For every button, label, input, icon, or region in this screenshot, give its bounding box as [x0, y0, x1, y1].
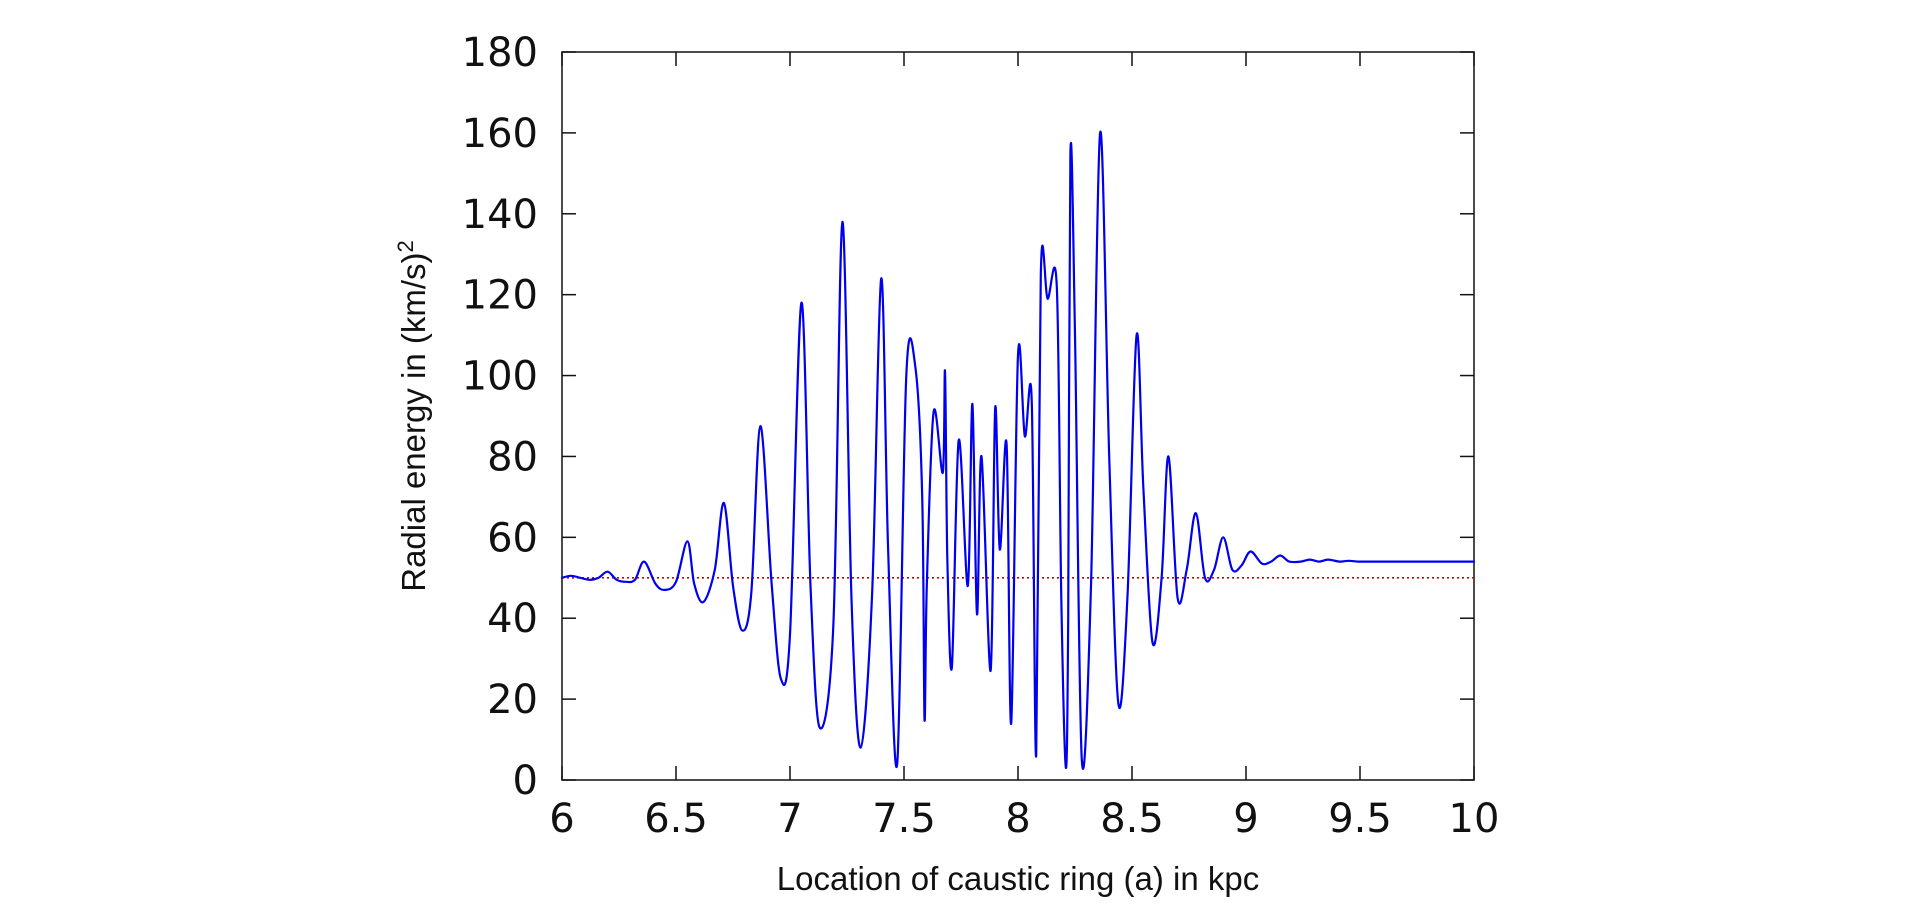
y-tick-label: 60	[487, 515, 538, 561]
y-tick-label: 40	[487, 596, 538, 642]
y-axis-label-text: Radial energy in (km/s)	[395, 252, 432, 591]
axis-ticks	[561, 51, 1475, 781]
y-axis-label-superscript: 2	[393, 240, 418, 252]
y-tick-label: 80	[487, 434, 538, 480]
plot-area	[560, 51, 1476, 781]
y-axis-label: Radial energy in (km/s)2	[393, 240, 432, 592]
y-tick-label: 0	[513, 758, 538, 804]
y-tick-label: 140	[462, 192, 538, 238]
x-tick-label: 9.5	[1328, 796, 1392, 842]
y-tick-labels: 0 20 40 60 80 100 120 140 160 180	[462, 30, 538, 804]
y-tick-label: 180	[462, 30, 538, 76]
x-tick-label: 8	[1005, 796, 1030, 842]
x-tick-label: 7	[777, 796, 802, 842]
x-tick-label: 10	[1449, 796, 1500, 842]
x-tick-labels: 6 6.5 7 7.5 8 8.5 9 9.5 10	[549, 796, 1499, 842]
y-tick-label: 120	[462, 273, 538, 319]
x-tick-label: 8.5	[1100, 796, 1164, 842]
y-tick-label: 160	[462, 111, 538, 157]
x-tick-label: 9	[1233, 796, 1258, 842]
x-tick-label: 6	[549, 796, 574, 842]
y-tick-label: 20	[487, 677, 538, 723]
series-layer	[560, 130, 1476, 770]
series-line-radial-energy	[560, 130, 1476, 770]
x-tick-label: 7.5	[872, 796, 936, 842]
x-tick-label: 6.5	[644, 796, 708, 842]
x-axis-label: Location of caustic ring (a) in kpc	[777, 860, 1259, 897]
plot-frame	[561, 51, 1475, 781]
y-tick-label: 100	[462, 354, 538, 400]
